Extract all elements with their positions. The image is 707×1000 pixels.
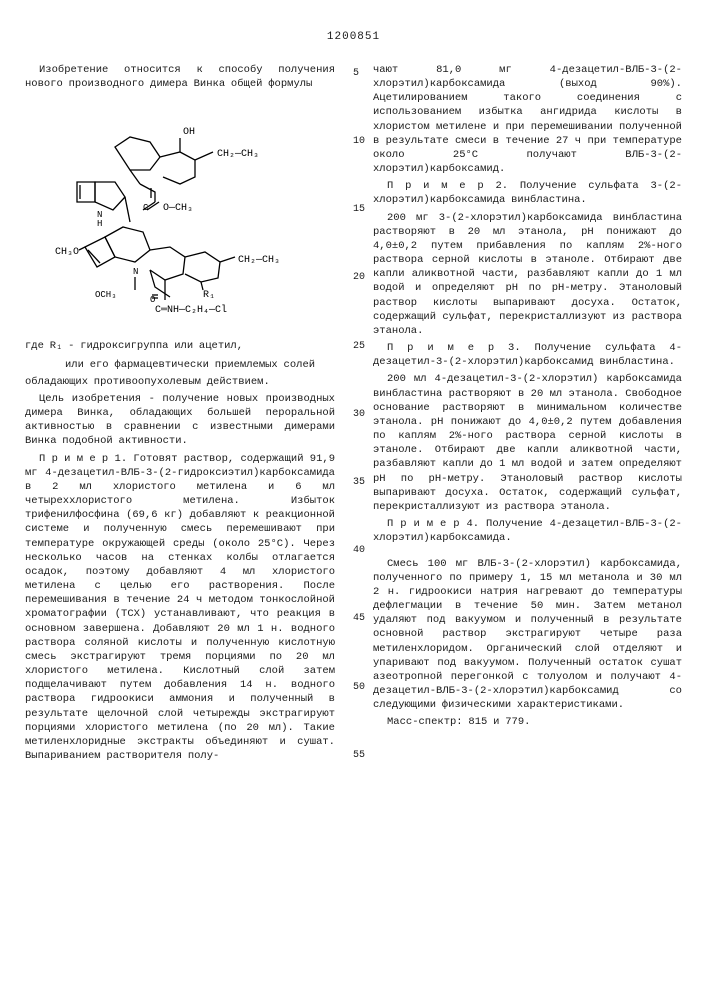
two-column-layout: Изобретение относится к способу получени… [25, 63, 682, 767]
right-column-with-linenumbers: 5 10 15 20 25 30 35 40 45 50 55 чают 81,… [353, 63, 682, 767]
example-4-body: Смесь 100 мг ВЛБ-3-(2-хлорэтил) карбокса… [373, 557, 682, 713]
document-number: 1200851 [25, 30, 682, 45]
svg-text:OCH₃: OCH₃ [95, 290, 117, 300]
line-number: 40 [353, 544, 373, 558]
action-statement: обладающих противоопухолевым действием. [25, 375, 335, 389]
svg-text:CH₂—CH₃: CH₂—CH₃ [217, 149, 259, 160]
svg-text:OH: OH [183, 127, 195, 138]
line-number: 55 [353, 749, 373, 763]
goal-paragraph: Цель изобретения - получение новых произ… [25, 392, 335, 449]
right-para-1: чают 81,0 мг 4-дезацетил-ВЛБ-3-(2-хлорэт… [373, 63, 682, 176]
example-3-body: 200 мл 4-дезацетил-3-(2-хлорэтил) карбок… [373, 372, 682, 514]
example-2-title: П р и м е р 2. Получение сульфата 3-(2-х… [373, 179, 682, 207]
example-4-title: П р и м е р 4. Получение 4-дезацетил-ВЛБ… [373, 517, 682, 545]
line-number: 10 [353, 135, 373, 149]
line-number-gutter: 5 10 15 20 25 30 35 40 45 50 55 [353, 63, 373, 767]
line-number: 30 [353, 408, 373, 422]
svg-text:N: N [133, 267, 138, 277]
line-number: 15 [353, 203, 373, 217]
line-number: 5 [353, 67, 373, 81]
intro-paragraph: Изобретение относится к способу получени… [25, 63, 335, 91]
line-number: 50 [353, 681, 373, 695]
where-r-continuation: или его фармацевтически приемлемых солей [25, 358, 335, 372]
line-number: 45 [353, 612, 373, 626]
example-2-body: 200 мг 3-(2-хлорэтил)карбоксамида винбла… [373, 211, 682, 339]
right-column-text: чают 81,0 мг 4-дезацетил-ВЛБ-3-(2-хлорэт… [373, 63, 682, 767]
mass-spectrum: Масс-спектр: 815 и 779. [373, 715, 682, 729]
svg-text:H: H [97, 219, 102, 229]
where-r-definition: где R₁ - гидроксигруппа или ацетил, [25, 339, 335, 353]
svg-text:O—CH₃: O—CH₃ [163, 203, 193, 214]
example-3-title: П р и м е р 3. Получение сульфата 4-деза… [373, 341, 682, 369]
chemical-structure-diagram: OH CH₂—CH₃ N H C O—CH₃ [35, 102, 295, 322]
svg-text:R₁: R₁ [203, 290, 215, 301]
svg-text:CH₂—CH₃: CH₂—CH₃ [238, 255, 280, 266]
svg-text:CH₃O: CH₃O [55, 247, 79, 258]
svg-text:O: O [150, 295, 155, 305]
line-number: 20 [353, 271, 373, 285]
example-1-body: П р и м е р 1. Готовят раствор, содержащ… [25, 452, 335, 764]
line-number: 25 [353, 340, 373, 354]
svg-text:C═NH—C₂H₄—Cl: C═NH—C₂H₄—Cl [155, 304, 227, 316]
line-number: 35 [353, 476, 373, 490]
left-column: Изобретение относится к способу получени… [25, 63, 335, 767]
